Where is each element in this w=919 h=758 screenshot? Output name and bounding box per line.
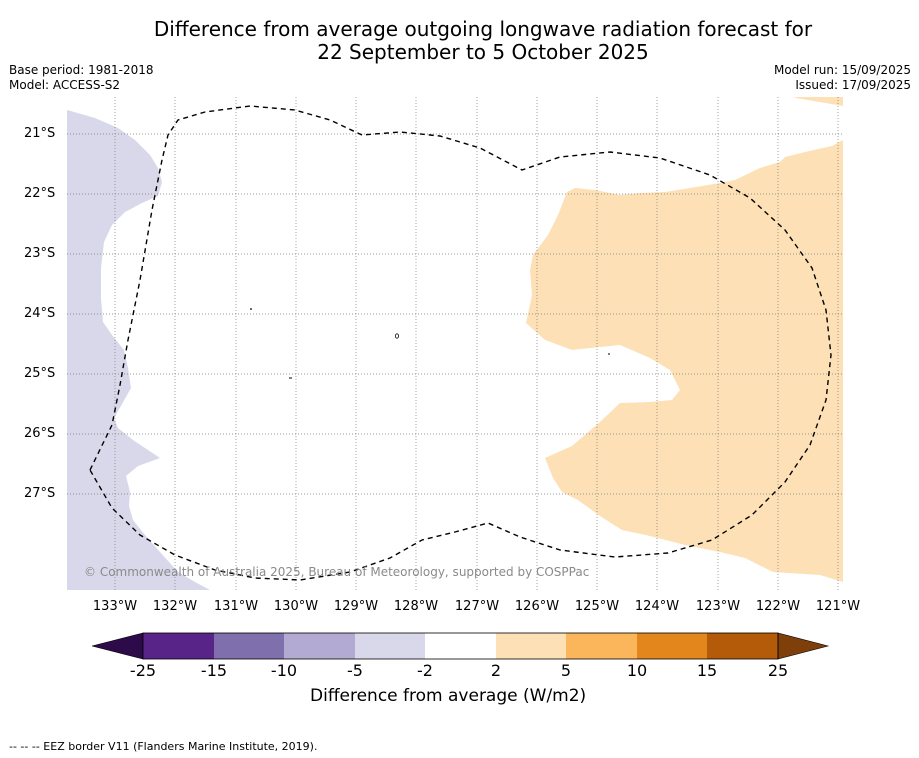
colorbar-segment: [143, 633, 214, 659]
eez-footnote: -- -- -- EEZ border V11 (Flanders Marine…: [9, 740, 318, 753]
model-name: Model: ACCESS-S2: [9, 78, 121, 92]
model-run: Model run: 15/09/2025: [773, 63, 911, 77]
colorbar-segment: [355, 633, 425, 659]
colorbar-outline: [142, 632, 779, 660]
lon-label: 121°W: [815, 599, 861, 614]
colorbar-segment: [425, 633, 496, 659]
meta-left: Base period: 1981-2018 Model: ACCESS-S2: [9, 63, 154, 93]
anomaly-region-negative: [67, 110, 210, 590]
lon-label: 122°W: [755, 599, 801, 614]
colorbar-tick: -10: [270, 661, 298, 680]
colorbar-tick: 5: [560, 661, 572, 680]
copyright-notice: © Commonwealth of Australia 2025, Bureau…: [84, 565, 590, 579]
lat-label: 24°S: [24, 306, 56, 321]
lat-label: 23°S: [24, 246, 56, 261]
issued-date: Issued: 17/09/2025: [795, 78, 911, 92]
lat-label: 26°S: [24, 426, 56, 441]
lon-label: 133°W: [92, 599, 138, 614]
lat-label: 22°S: [24, 186, 56, 201]
anomaly-region-positive-top: [794, 97, 843, 106]
colorbar-segment: [566, 633, 637, 659]
lon-label: 130°W: [273, 599, 319, 614]
island-marker: [394, 333, 399, 339]
colorbar-segment: [707, 633, 778, 659]
island-marker: [250, 308, 252, 310]
eez-border: [89, 105, 832, 581]
colorbar-extend-high: [777, 632, 830, 660]
lon-label: 123°W: [695, 599, 741, 614]
lat-label: 25°S: [24, 366, 56, 381]
meta-right: Model run: 15/09/2025 Issued: 17/09/2025: [774, 63, 911, 93]
lon-label: 125°W: [574, 599, 620, 614]
lon-label: 126°W: [514, 599, 560, 614]
colorbar-tick: -15: [200, 661, 228, 680]
colorbar-tick: -25: [129, 661, 157, 680]
lon-label: 127°W: [454, 599, 500, 614]
colorbar-title: Difference from average (W/m2): [310, 686, 587, 706]
colorbar-extend-low: [91, 632, 144, 660]
colorbar-segment: [637, 633, 707, 659]
colorbar-segment: [496, 633, 566, 659]
colorbar-segment: [214, 633, 284, 659]
map-title: Difference from average outgoing longwav…: [0, 18, 919, 64]
colorbar: [91, 632, 830, 660]
graticule: [67, 97, 843, 590]
map-area: [67, 97, 843, 590]
colorbar-tick: 15: [696, 661, 718, 680]
lon-label: 124°W: [634, 599, 680, 614]
base-period: Base period: 1981-2018: [9, 63, 154, 77]
anomaly-region-positive: [526, 140, 843, 582]
colorbar-segment: [284, 633, 355, 659]
lon-label: 128°W: [393, 599, 439, 614]
lat-label: 27°S: [24, 486, 56, 501]
colorbar-tick: -5: [347, 661, 363, 680]
lon-label: 129°W: [333, 599, 379, 614]
colorbar-tick: 25: [767, 661, 789, 680]
colorbar-tick: 2: [490, 661, 502, 680]
lat-label: 21°S: [24, 126, 56, 141]
lon-label: 132°W: [152, 599, 198, 614]
lon-label: 131°W: [213, 599, 259, 614]
colorbar-tick: -2: [417, 661, 433, 680]
title-line-2: 22 September to 5 October 2025: [317, 40, 649, 64]
colorbar-tick: 10: [626, 661, 648, 680]
title-line-1: Difference from average outgoing longwav…: [153, 17, 813, 41]
